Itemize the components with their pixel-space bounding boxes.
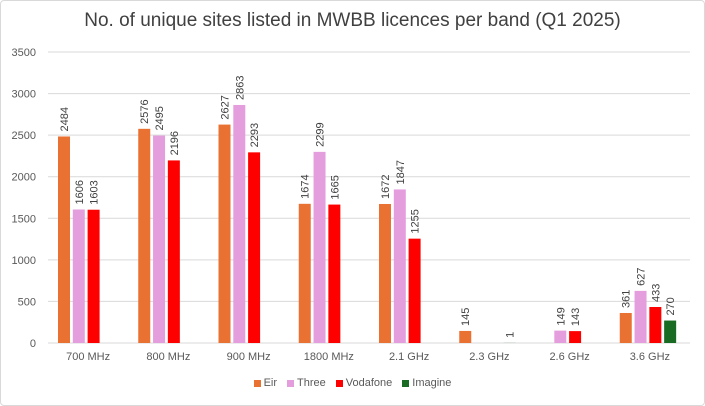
x-tick-label: 3.6 GHz <box>630 351 670 363</box>
data-label: 149 <box>555 307 567 325</box>
y-tick-label: 500 <box>18 296 36 308</box>
legend-swatch <box>402 379 410 387</box>
bar-three <box>393 189 406 343</box>
bar-eir <box>298 203 311 343</box>
y-tick-label: 2000 <box>12 172 36 184</box>
bar-three <box>72 209 85 343</box>
bar-vodafone <box>569 331 582 343</box>
data-label: 1 <box>505 332 517 338</box>
y-tick-label: 2500 <box>12 130 36 142</box>
bar-eir <box>459 330 472 343</box>
bar-eir <box>218 124 231 344</box>
bar-eir <box>379 203 391 343</box>
legend-label: Vodafone <box>345 377 393 389</box>
legend-item-three: Three <box>287 377 326 389</box>
bar-three <box>233 104 246 343</box>
data-label: 2196 <box>169 131 181 155</box>
bar-vodafone <box>87 209 100 343</box>
bar-three <box>554 330 567 343</box>
data-label: 2495 <box>154 106 166 130</box>
data-label: 1606 <box>74 180 86 204</box>
bar-three <box>634 290 647 343</box>
bar-vodafone <box>649 306 662 343</box>
legend: Eir Three Vodafone Imagine <box>0 377 705 389</box>
data-label: 433 <box>650 284 662 302</box>
data-label: 143 <box>570 308 582 326</box>
data-label: 361 <box>621 290 633 308</box>
bar-vodafone <box>328 204 341 343</box>
chart-title: No. of unique sites listed in MWBB licen… <box>84 10 621 31</box>
legend-item-eir: Eir <box>253 377 278 389</box>
x-tick-label: 2.3 GHz <box>469 351 509 363</box>
bar-vodafone <box>408 238 421 343</box>
legend-swatch <box>253 379 261 387</box>
data-label: 2863 <box>234 75 246 99</box>
x-tick-label: 700 MHz <box>66 351 110 363</box>
data-label: 1665 <box>329 175 341 199</box>
data-label: 2627 <box>220 95 232 119</box>
bar-eir <box>138 128 151 343</box>
x-tick-label: 1800 MHz <box>304 351 354 363</box>
legend-swatch <box>335 379 343 387</box>
data-label: 1672 <box>380 175 392 199</box>
data-label: 627 <box>636 268 648 286</box>
data-label: 1603 <box>89 180 101 204</box>
data-label: 145 <box>460 308 472 326</box>
bar-eir <box>619 312 632 343</box>
bar-imagine <box>664 320 677 343</box>
data-label: 2484 <box>59 107 71 131</box>
legend-label: Three <box>297 377 326 389</box>
y-tick-label: 0 <box>30 338 36 350</box>
y-tick-label: 3000 <box>12 89 36 101</box>
legend-item-imagine: Imagine <box>402 377 451 389</box>
x-tick-label: 900 MHz <box>227 351 271 363</box>
data-label: 2293 <box>249 123 261 147</box>
x-tick-label: 800 MHz <box>146 351 190 363</box>
legend-swatch <box>287 379 295 387</box>
y-tick-label: 1500 <box>12 213 36 225</box>
x-tick-label: 2.6 GHz <box>549 351 589 363</box>
bar-vodafone <box>248 152 261 343</box>
data-label: 1674 <box>300 174 312 198</box>
legend-label: Imagine <box>412 377 452 389</box>
bar-three <box>313 151 326 343</box>
legend-label: Eir <box>263 377 278 389</box>
data-label: 1847 <box>395 160 407 184</box>
data-label: 1255 <box>410 209 422 233</box>
bar-eir <box>58 136 70 343</box>
y-tick-label: 1000 <box>12 255 36 267</box>
x-tick-label: 2.1 GHz <box>389 351 429 363</box>
data-label: 2299 <box>315 122 327 146</box>
bar-three <box>153 135 166 343</box>
bar-vodafone <box>167 160 180 343</box>
y-tick-label: 3500 <box>12 47 36 59</box>
data-label: 270 <box>665 297 677 315</box>
data-label: 2576 <box>139 99 151 123</box>
legend-item-vodafone: Vodafone <box>335 377 393 389</box>
